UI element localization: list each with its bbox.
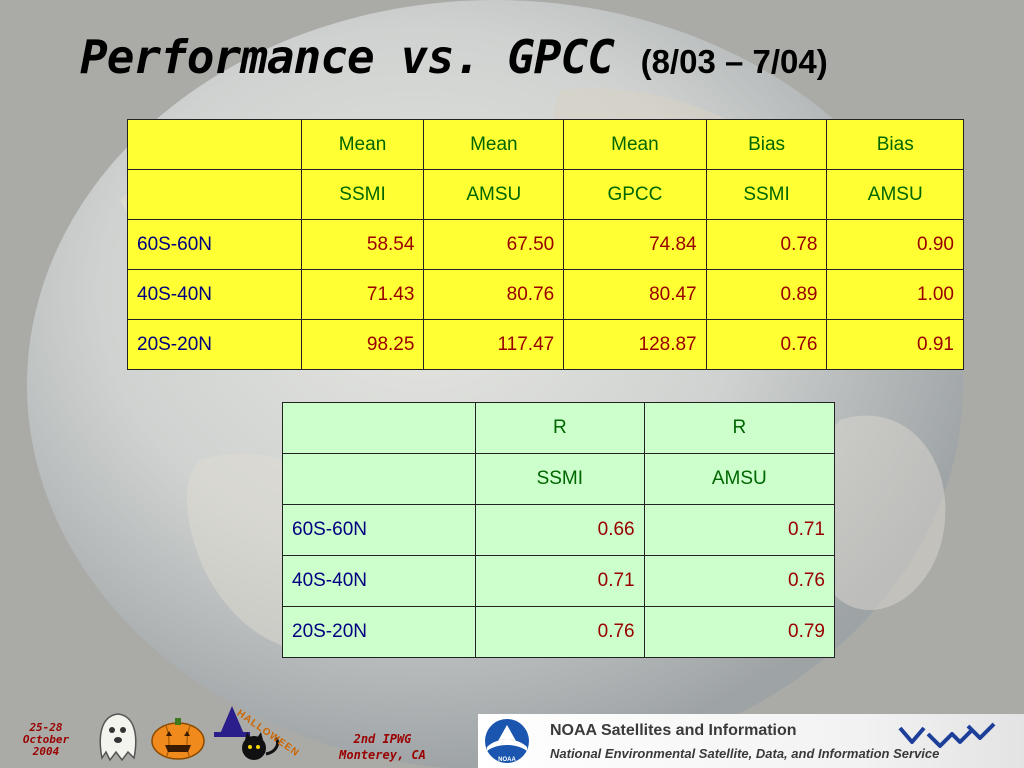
footer-conference-line: Monterey, CA xyxy=(339,748,426,762)
table-cell: 0.71 xyxy=(643,504,836,556)
table-cell: 0.76 xyxy=(643,555,836,607)
table-cell: 80.47 xyxy=(563,269,707,320)
nesdis-waves-icon xyxy=(898,722,996,748)
noaa-title: NOAA Satellites and Information xyxy=(550,722,797,739)
table-row: 20S-20N 98.25 117.47 128.87 0.76 0.91 xyxy=(127,319,964,370)
noaa-logo-text: NOAA xyxy=(498,757,516,763)
table-header-row: R R xyxy=(282,402,836,454)
footer-date: 25-28 October 2004 xyxy=(22,722,70,758)
table-header-cell: SSMI xyxy=(475,453,645,505)
ghost-icon xyxy=(99,713,137,762)
table-header-row: Mean Mean Mean Bias Bias xyxy=(127,119,964,170)
table-header-cell: R xyxy=(475,402,645,454)
noaa-banner: NOAA NOAA Satellites and Information Nat… xyxy=(478,714,1024,768)
noaa-logo-icon: NOAA xyxy=(485,719,529,763)
slide-title-text: Performance vs. GPCC xyxy=(80,30,615,84)
table-header-row: SSMI AMSU xyxy=(282,453,836,505)
table-cell: 0.91 xyxy=(826,319,964,370)
footer-conference-line: 2nd IPWG xyxy=(353,732,412,746)
table-header-cell xyxy=(127,119,302,170)
correlation-table: R R SSMI AMSU 60S-60N 0.66 0.71 40S-40N … xyxy=(282,402,836,658)
table-header-cell xyxy=(127,169,302,220)
table-header-cell: AMSU xyxy=(643,453,836,505)
row-label: 60S-60N xyxy=(282,504,476,556)
table-cell: 58.54 xyxy=(300,219,425,270)
table-header-cell: AMSU xyxy=(826,169,964,220)
table-row: 40S-40N 0.71 0.76 xyxy=(282,555,836,607)
table-cell: 0.66 xyxy=(475,504,645,556)
table-cell: 0.78 xyxy=(705,219,828,270)
noaa-subtitle: National Environmental Satellite, Data, … xyxy=(550,746,940,761)
footer-date-line: 25-28 xyxy=(29,721,63,734)
table-row: 20S-20N 0.76 0.79 xyxy=(282,606,836,658)
table-header-cell xyxy=(282,402,476,454)
table-header-cell: Bias xyxy=(705,119,828,170)
table-header-cell: GPCC xyxy=(563,169,707,220)
table-cell: 117.47 xyxy=(423,319,565,370)
table-header-cell: Mean xyxy=(563,119,707,170)
table-row: 40S-40N 71.43 80.76 80.47 0.89 1.00 xyxy=(127,269,964,320)
pumpkin-icon xyxy=(151,718,205,760)
row-label: 20S-20N xyxy=(127,319,302,370)
table-cell: 1.00 xyxy=(826,269,964,320)
row-label: 40S-40N xyxy=(127,269,302,320)
table-header-cell: R xyxy=(643,402,836,454)
table-cell: 0.76 xyxy=(475,606,645,658)
row-label: 20S-20N xyxy=(282,606,476,658)
footer-date-line: 2004 xyxy=(32,745,60,758)
table-cell: 0.71 xyxy=(475,555,645,607)
table-row: 60S-60N 58.54 67.50 74.84 0.78 0.90 xyxy=(127,219,964,270)
table-cell: 0.79 xyxy=(643,606,836,658)
table-cell: 74.84 xyxy=(563,219,707,270)
footer-date-line: October xyxy=(22,733,70,746)
table-cell: 0.76 xyxy=(705,319,828,370)
table-row: 60S-60N 0.66 0.71 xyxy=(282,504,836,556)
table-cell: 128.87 xyxy=(563,319,707,370)
footer-conference: 2nd IPWG Monterey, CA xyxy=(330,731,435,763)
table-header-row: SSMI AMSU GPCC SSMI AMSU xyxy=(127,169,964,220)
slide-title: Performance vs. GPCC (8/03 – 7/04) xyxy=(80,30,828,84)
witch-hat-cat-icon xyxy=(214,706,280,760)
slide-title-range: (8/03 – 7/04) xyxy=(640,43,828,80)
table-cell: 67.50 xyxy=(423,219,565,270)
table-header-cell: AMSU xyxy=(423,169,565,220)
mean-bias-table: Mean Mean Mean Bias Bias SSMI AMSU GPCC … xyxy=(127,119,964,370)
table-header-cell: Bias xyxy=(826,119,964,170)
table-header-cell: SSMI xyxy=(300,169,425,220)
row-label: 40S-40N xyxy=(282,555,476,607)
table-cell: 80.76 xyxy=(423,269,565,320)
table-cell: 0.89 xyxy=(705,269,828,320)
table-header-cell: Mean xyxy=(423,119,565,170)
table-cell: 0.90 xyxy=(826,219,964,270)
table-header-cell: SSMI xyxy=(705,169,828,220)
row-label: 60S-60N xyxy=(127,219,302,270)
table-header-cell xyxy=(282,453,476,505)
table-cell: 71.43 xyxy=(300,269,425,320)
table-header-cell: Mean xyxy=(300,119,425,170)
table-cell: 98.25 xyxy=(300,319,425,370)
